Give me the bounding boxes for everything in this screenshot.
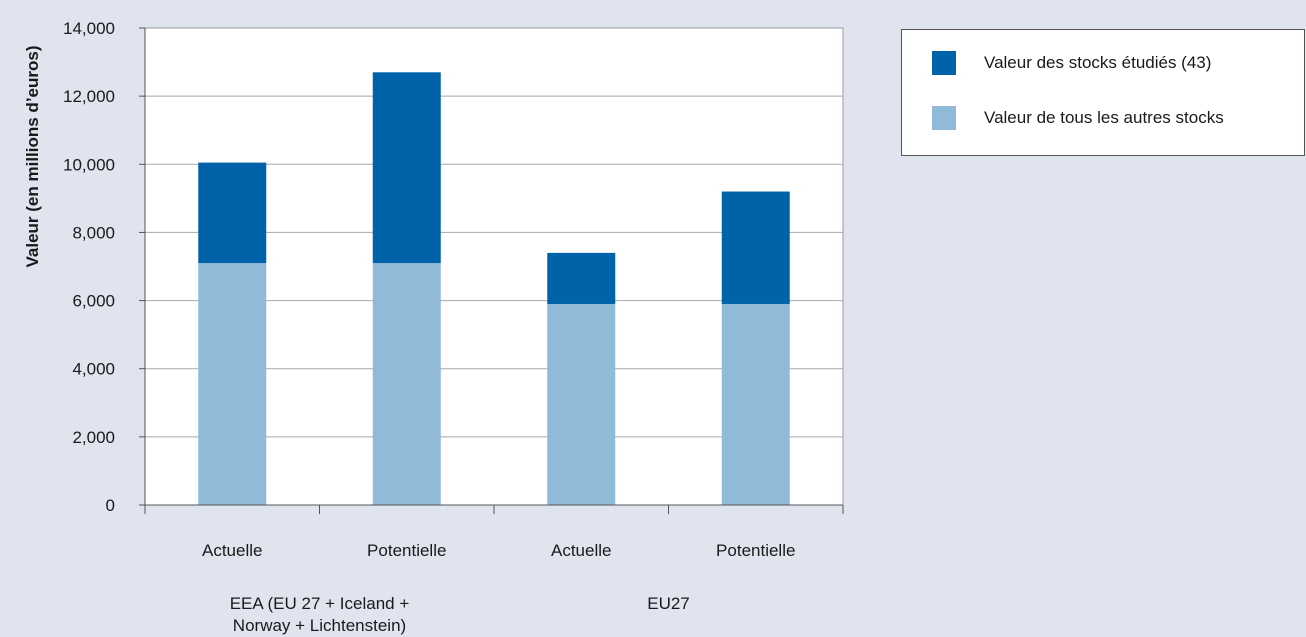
bar-segment-stocks-etudies bbox=[721, 191, 790, 304]
bar-segment-autres-stocks bbox=[372, 263, 441, 505]
y-tick-label: 2,000 bbox=[72, 428, 115, 447]
bar-segment-autres-stocks bbox=[721, 303, 790, 505]
y-tick-label: 4,000 bbox=[72, 360, 115, 379]
legend-swatch bbox=[932, 106, 956, 130]
bar-segment-autres-stocks bbox=[547, 303, 616, 505]
bar-segment-stocks-etudies bbox=[547, 252, 616, 304]
legend-swatch bbox=[932, 51, 956, 75]
x-category-label: Actuelle bbox=[551, 541, 611, 560]
y-tick-label: 14,000 bbox=[63, 19, 115, 38]
y-tick-label: 8,000 bbox=[72, 223, 115, 242]
legend-item: Valeur de tous les autres stocks bbox=[932, 105, 1224, 131]
bar-segment-autres-stocks bbox=[198, 263, 267, 505]
x-group-label: Norway + Lichtenstein) bbox=[233, 616, 406, 635]
x-category-label: Actuelle bbox=[202, 541, 262, 560]
y-tick-label: 10,000 bbox=[63, 155, 115, 174]
legend-label: Valeur des stocks étudiés (43) bbox=[984, 53, 1212, 72]
x-category-label: Potentielle bbox=[716, 541, 795, 560]
legend-label: Valeur de tous les autres stocks bbox=[984, 108, 1224, 127]
x-group-label: EU27 bbox=[647, 594, 690, 613]
y-axis-title: Valeur (en millions d’euros) bbox=[23, 46, 42, 268]
bar-segment-stocks-etudies bbox=[198, 162, 267, 264]
chart-legend: Valeur des stocks étudiés (43) Valeur de … bbox=[901, 29, 1305, 156]
y-tick-label: 12,000 bbox=[63, 87, 115, 106]
y-tick-label: 6,000 bbox=[72, 292, 115, 311]
y-tick-label: 0 bbox=[106, 496, 115, 515]
legend-item: Valeur des stocks étudiés (43) bbox=[932, 50, 1211, 76]
x-group-label: EEA (EU 27 + Iceland + bbox=[230, 594, 410, 613]
bar-segment-stocks-etudies bbox=[372, 72, 441, 264]
x-category-label: Potentielle bbox=[367, 541, 446, 560]
